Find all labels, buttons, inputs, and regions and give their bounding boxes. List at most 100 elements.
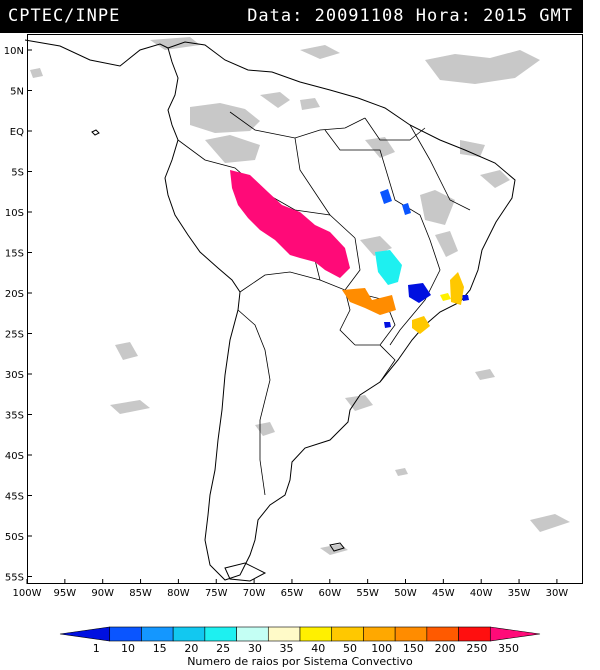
colorbar-swatch xyxy=(426,626,459,642)
cloud-patch xyxy=(190,103,260,133)
lon-label: 100W xyxy=(13,588,42,599)
colorbar-swatch xyxy=(109,626,142,642)
lightning-system-40 xyxy=(440,293,451,301)
lightning-system-1 xyxy=(384,322,391,328)
colorbar-label: 15 xyxy=(153,642,167,655)
lon-label: 65W xyxy=(281,588,304,599)
lon-label: 60W xyxy=(318,588,341,599)
border-line xyxy=(344,289,396,346)
lon-label: 50W xyxy=(394,588,417,599)
south-america-coastline xyxy=(164,41,516,581)
cloud-patch xyxy=(420,190,455,225)
cloud-patch xyxy=(255,422,275,436)
colorbar-label: 100 xyxy=(371,642,392,655)
lon-label: 95W xyxy=(54,588,77,599)
cloud-cover-layer xyxy=(30,37,570,555)
cloud-patch xyxy=(300,45,340,59)
colorbar-label: 30 xyxy=(248,642,262,655)
axes-layer: 10N 5N EQ 5S 10S 15S 20S 25S 30S 35S 40S 45S 50S 55S 1… xyxy=(4,46,569,599)
border-line xyxy=(229,111,366,139)
falklands xyxy=(329,542,345,552)
lon-label: 30W xyxy=(546,588,569,599)
colorbar-label: 20 xyxy=(184,642,198,655)
map-header: CPTEC/INPE Data: 20091108 Hora: 2015 GMT xyxy=(0,0,583,33)
colorbar-swatch xyxy=(489,626,541,642)
cloud-patch xyxy=(460,140,485,157)
cloud-patch xyxy=(260,92,290,108)
cloud-patch xyxy=(475,369,495,380)
colorbar-swatch xyxy=(394,626,428,642)
lat-label: 45S xyxy=(5,492,24,503)
lat-label: 5N xyxy=(10,87,24,98)
lon-label: 75W xyxy=(205,588,228,599)
cloud-patch xyxy=(435,231,458,257)
cloud-patch xyxy=(530,514,570,532)
lon-label: 80W xyxy=(167,588,190,599)
cloud-patch xyxy=(205,135,260,163)
lightning-system-10 xyxy=(402,203,411,215)
central-america-coastline xyxy=(24,39,169,67)
lat-label: 10S xyxy=(5,208,24,219)
border-line xyxy=(237,309,271,496)
galapagos xyxy=(91,129,100,136)
lon-label: 40W xyxy=(470,588,493,599)
colorbar-swatch xyxy=(458,626,491,642)
lat-label: 50S xyxy=(5,532,24,543)
border-line xyxy=(379,344,396,383)
lightning-system-1 xyxy=(462,295,469,301)
lightning-system-1 xyxy=(408,283,431,303)
tierra-del-fuego xyxy=(224,562,267,582)
lon-label: 35W xyxy=(508,588,531,599)
lightning-system-50 xyxy=(412,316,430,334)
colorbar-swatch xyxy=(236,626,269,642)
colorbar: 1 10 15 20 25 30 35 40 50 100 150 200 250 350 xyxy=(59,626,541,655)
cloud-patch xyxy=(110,400,150,414)
country-borders-layer xyxy=(177,111,471,496)
lightning-system-350 xyxy=(230,170,350,278)
map-frame xyxy=(27,34,583,584)
lightning-system-50 xyxy=(450,272,464,305)
lat-label: 55S xyxy=(5,573,24,584)
colorbar-swatch xyxy=(331,626,364,642)
cloud-patch xyxy=(480,170,510,188)
lightning-system-10 xyxy=(380,189,392,204)
lat-label: EQ xyxy=(10,127,24,138)
source-label: CPTEC/INPE xyxy=(8,6,121,26)
lat-label: 10N xyxy=(4,46,24,57)
colorbar-swatch xyxy=(59,626,111,642)
colorbar-label: 10 xyxy=(121,642,135,655)
colorbar-swatch xyxy=(204,626,237,642)
lon-label: 55W xyxy=(356,588,379,599)
border-line xyxy=(344,237,361,291)
colorbar-swatch xyxy=(141,626,174,642)
cloud-patch xyxy=(395,468,408,476)
colorbar-title: Numero de raios por Sistema Convectivo xyxy=(187,655,413,668)
cloud-patch xyxy=(115,342,138,360)
lat-label: 5S xyxy=(11,168,24,179)
cloud-patch xyxy=(320,544,348,555)
border-line xyxy=(364,117,426,141)
lon-label: 70W xyxy=(243,588,266,599)
border-line xyxy=(239,271,356,346)
colorbar-swatch xyxy=(172,626,206,642)
lightning-systems-layer xyxy=(230,170,469,334)
lat-label: 15S xyxy=(5,249,24,260)
coastline-layer xyxy=(24,39,516,582)
lon-label: 85W xyxy=(129,588,152,599)
lat-label: 30S xyxy=(5,370,24,381)
colorbar-swatch xyxy=(363,626,396,642)
cloud-patch xyxy=(425,50,540,84)
colorbar-label: 250 xyxy=(466,642,487,655)
cloud-patch xyxy=(365,137,395,158)
lat-label: 40S xyxy=(5,451,24,462)
colorbar-label: 350 xyxy=(498,642,519,655)
colorbar-label: 35 xyxy=(280,642,294,655)
lat-label: 35S xyxy=(5,411,24,422)
border-line xyxy=(409,124,471,211)
colorbar-label: 200 xyxy=(435,642,456,655)
border-line xyxy=(324,129,441,346)
colorbar-swatch xyxy=(267,626,301,642)
datetime-label: Data: 20091108 Hora: 2015 GMT xyxy=(247,6,573,26)
colorbar-swatch xyxy=(299,626,333,642)
